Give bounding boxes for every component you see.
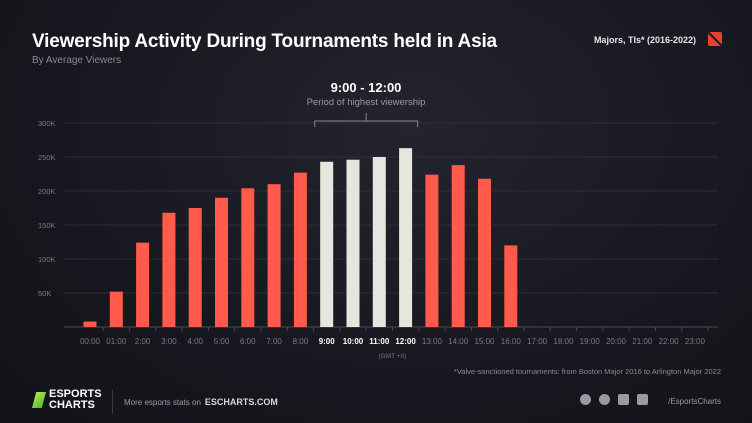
x-tick-label: 3:00	[161, 337, 177, 346]
bar-5:00	[215, 197, 228, 327]
esports-charts-logo[interactable]: ESPORTS CHARTS	[32, 389, 106, 411]
x-tick-label: 20:00	[606, 337, 627, 346]
x-tick-label: 6:00	[240, 337, 256, 346]
x-tick-label: 9:00	[319, 337, 336, 346]
y-tick-label: 50K	[38, 289, 51, 298]
highlight-subtitle: Period of highest viewership	[306, 97, 426, 108]
more-stats: More esports stats on ESCHARTS.COM	[124, 397, 278, 407]
x-tick-label: 19:00	[580, 337, 601, 346]
social-handle: /EsportsCharts	[668, 397, 721, 406]
facebook-icon[interactable]	[599, 394, 610, 405]
divider	[112, 390, 113, 414]
x-tick-label: 01:00	[106, 337, 127, 346]
x-tick-label: 22:00	[659, 337, 680, 346]
more-text: More esports stats on	[124, 398, 201, 407]
bar-00:00	[83, 321, 97, 327]
y-tick-label: 250K	[38, 153, 56, 162]
y-tick-label: 300K	[38, 119, 56, 128]
tournament-tag: Majors, TIs* (2016-2022)	[593, 35, 696, 45]
chart-title: Viewership Activity During Tournaments h…	[32, 31, 497, 52]
twitter-icon[interactable]	[580, 394, 591, 405]
x-tick-label: 00:00	[80, 337, 101, 346]
bar-01:00	[109, 291, 123, 327]
bar-9:00	[320, 161, 334, 327]
bar-12:00	[399, 148, 413, 327]
x-tick-label: 2:00	[135, 337, 151, 346]
x-tick-label: 4:00	[187, 337, 203, 346]
bar-14:00	[451, 165, 465, 327]
dota-logo-icon	[708, 32, 722, 46]
bar-6:00	[241, 188, 255, 327]
bar-13:00	[425, 174, 439, 327]
bar-4:00	[188, 208, 202, 327]
bar-2:00	[136, 242, 150, 327]
y-tick-label: 200K	[38, 187, 56, 196]
x-tick-label: 16:00	[501, 337, 522, 346]
bar-3:00	[162, 212, 176, 327]
x-tick-label: 17:00	[527, 337, 548, 346]
y-tick-label: 100K	[38, 255, 56, 264]
x-tick-label: 21:00	[632, 337, 653, 346]
highlight-bracket	[314, 113, 419, 127]
instagram-icon[interactable]	[618, 394, 629, 405]
bar-11:00	[372, 157, 386, 327]
bar-chart: 50K 100K 150K 200K 250K 300K 00:00 01:00 2:00 3:0…	[38, 113, 718, 360]
highlight-title: 9:00 - 12:00	[330, 80, 402, 95]
footnote: *Valve-sanctioned tournaments: from Bost…	[453, 367, 721, 376]
x-tick-label: 18:00	[553, 337, 574, 346]
bar-15:00	[478, 178, 491, 327]
x-tick-label: 10:00	[343, 337, 364, 346]
x-tick-label: 11:00	[369, 337, 390, 346]
bar-7:00	[267, 184, 281, 327]
bar-10:00	[346, 159, 360, 327]
x-tick-label: 23:00	[685, 337, 706, 346]
x-tick-label: 12:00	[395, 337, 416, 346]
x-tick-label: 8:00	[293, 337, 309, 346]
bar-8:00	[293, 172, 307, 327]
x-tick-label: 7:00	[266, 337, 282, 346]
bar-16:00	[504, 245, 518, 327]
x-tick-label: 15:00	[474, 337, 495, 346]
x-tick-label: 14:00	[448, 337, 469, 346]
y-tick-label: 150K	[38, 221, 56, 230]
x-tick-label: 5:00	[214, 337, 230, 346]
social-links	[580, 394, 648, 405]
linkedin-icon[interactable]	[637, 394, 648, 405]
escharts-link[interactable]: ESCHARTS.COM	[204, 397, 278, 407]
x-tick-label: 13:00	[422, 337, 443, 346]
logo-icon	[32, 392, 46, 408]
logo-text: ESPORTS CHARTS	[49, 388, 102, 411]
x-axis-label: (GMT +0)	[379, 353, 407, 360]
chart-subtitle: By Average Viewers	[32, 55, 122, 66]
